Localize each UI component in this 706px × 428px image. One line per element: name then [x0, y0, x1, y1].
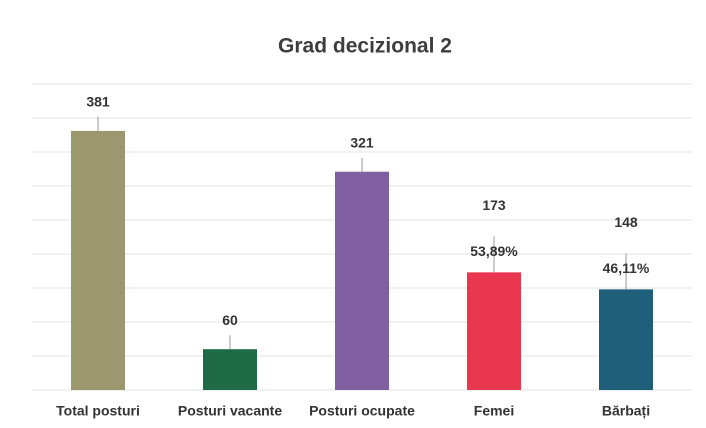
- bar: [335, 171, 389, 390]
- x-tick-label: Total posturi: [56, 403, 140, 419]
- value-label: 173: [482, 197, 506, 213]
- x-tick-label: Posturi vacante: [178, 403, 282, 419]
- bar: [599, 289, 653, 390]
- value-label: 381: [86, 94, 110, 110]
- percent-label: 53,89%: [470, 243, 518, 259]
- value-label: 148: [614, 214, 638, 230]
- x-tick-label: Bărbați: [602, 403, 650, 419]
- percent-label: 46,11%: [603, 260, 650, 276]
- bar: [71, 130, 125, 391]
- x-tick-label: Femei: [474, 403, 514, 419]
- bar: [467, 272, 521, 390]
- x-tick-label: Posturi ocupate: [309, 403, 415, 419]
- bar: [203, 349, 257, 390]
- chart-title: Grad decizional 2: [278, 35, 452, 58]
- value-label: 321: [350, 134, 374, 150]
- value-label: 60: [222, 312, 238, 328]
